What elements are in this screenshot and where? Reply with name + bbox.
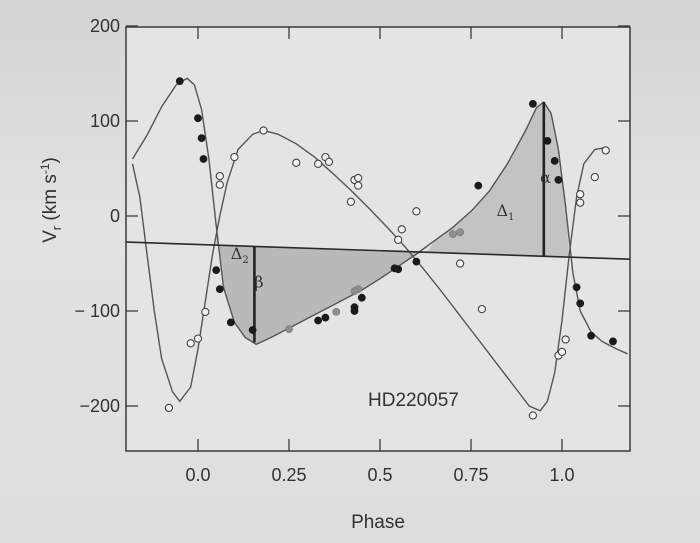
- gamma-velocity-line: [126, 241, 630, 260]
- open-data-point: [164, 403, 174, 413]
- filled-data-point: [350, 303, 359, 312]
- delta-2-shaded-region: [216, 225, 428, 345]
- y-axis-title-exp: -1: [38, 163, 52, 174]
- open-data-point: [354, 173, 363, 183]
- open-data-point: [412, 207, 421, 216]
- annotation-delta-1: Δ1: [496, 201, 514, 223]
- open-data-point: [528, 411, 538, 420]
- filled-data-point: [321, 313, 330, 322]
- velocity-curve-1: [131, 77, 628, 355]
- axis-ticks: 0.0 0.25 0.5 0.75 1.0 200 100 0 − 100 −200: [74, 16, 630, 485]
- data-markers: [164, 77, 617, 420]
- velocity-curve-2: [131, 129, 606, 412]
- x-tick-label: 0.75: [453, 465, 488, 485]
- shaded-regions: [216, 102, 570, 345]
- velocity-curves: [131, 77, 628, 412]
- grey-data-point: [332, 307, 341, 316]
- open-data-point: [346, 197, 356, 206]
- grey-data-point: [350, 287, 359, 295]
- open-data-point: [292, 158, 301, 167]
- annotation-alpha: α: [540, 168, 551, 187]
- open-data-point: [455, 259, 465, 268]
- filled-data-point: [197, 134, 206, 142]
- open-data-point: [230, 152, 239, 162]
- x-tick-label: 0.0: [185, 465, 210, 485]
- star-label: HD220057: [368, 390, 459, 411]
- filled-data-point: [199, 155, 208, 163]
- open-data-point: [477, 304, 487, 314]
- filled-data-point: [576, 299, 585, 308]
- plot-frame: [125, 26, 631, 452]
- y-axis-title-sub: r: [49, 225, 64, 230]
- open-data-point: [201, 307, 210, 317]
- open-data-point: [259, 126, 268, 135]
- annotation-delta-2: Δ2: [231, 244, 249, 266]
- grey-data-point: [456, 228, 464, 237]
- open-data-point: [590, 172, 599, 182]
- y-axis-title-close: ): [40, 157, 61, 163]
- filled-data-point: [572, 283, 581, 292]
- filled-data-point: [543, 136, 552, 145]
- annotation-beta: β: [254, 272, 263, 291]
- delta-1-shaded-region: [427, 102, 570, 258]
- filled-data-point: [587, 331, 595, 340]
- filled-data-point: [212, 266, 221, 274]
- open-data-point: [601, 146, 610, 155]
- open-data-point: [576, 190, 585, 199]
- filled-data-point: [248, 326, 257, 334]
- filled-data-point: [175, 77, 184, 85]
- grey-data-point: [448, 230, 457, 238]
- y-axis-title-units: (km s: [40, 174, 61, 226]
- open-data-point: [215, 180, 224, 189]
- filled-data-point: [474, 181, 483, 190]
- open-data-point: [576, 198, 585, 207]
- filled-data-point: [529, 100, 537, 108]
- filled-data-point: [226, 318, 235, 327]
- y-tick-label: −200: [79, 396, 120, 416]
- open-data-point: [354, 181, 363, 190]
- open-data-point: [397, 225, 406, 234]
- filled-data-point: [394, 265, 403, 274]
- filled-data-point: [609, 337, 617, 346]
- x-axis-title: Phase: [351, 512, 405, 533]
- filled-data-point: [194, 114, 202, 123]
- y-axis-title: Vr (km s-1): [38, 157, 64, 243]
- filled-data-point: [314, 316, 322, 325]
- gamma-line-group: [126, 102, 630, 343]
- y-tick-label: 100: [90, 111, 120, 131]
- y-tick-label: 200: [90, 16, 120, 36]
- open-data-point: [313, 159, 323, 168]
- filled-data-point: [357, 293, 366, 302]
- open-data-point: [324, 157, 334, 166]
- open-data-point: [394, 235, 403, 244]
- filled-data-point: [550, 156, 559, 165]
- x-tick-label: 0.5: [367, 465, 392, 485]
- open-data-point: [215, 171, 224, 181]
- open-data-point: [186, 339, 195, 348]
- x-tick-label: 0.25: [271, 465, 306, 485]
- filled-data-point: [215, 285, 224, 293]
- x-tick-label: 1.0: [549, 465, 574, 485]
- open-data-point: [193, 334, 203, 343]
- annotations: α β Δ1 Δ2: [231, 168, 551, 292]
- open-data-point: [561, 335, 570, 344]
- y-axis-title-v: V: [40, 230, 61, 243]
- filled-data-point: [412, 257, 421, 266]
- filled-data-point: [554, 175, 563, 184]
- y-tick-label: − 100: [74, 301, 120, 321]
- grey-data-point: [285, 325, 293, 333]
- open-data-point: [557, 347, 567, 357]
- y-tick-label: 0: [110, 206, 120, 226]
